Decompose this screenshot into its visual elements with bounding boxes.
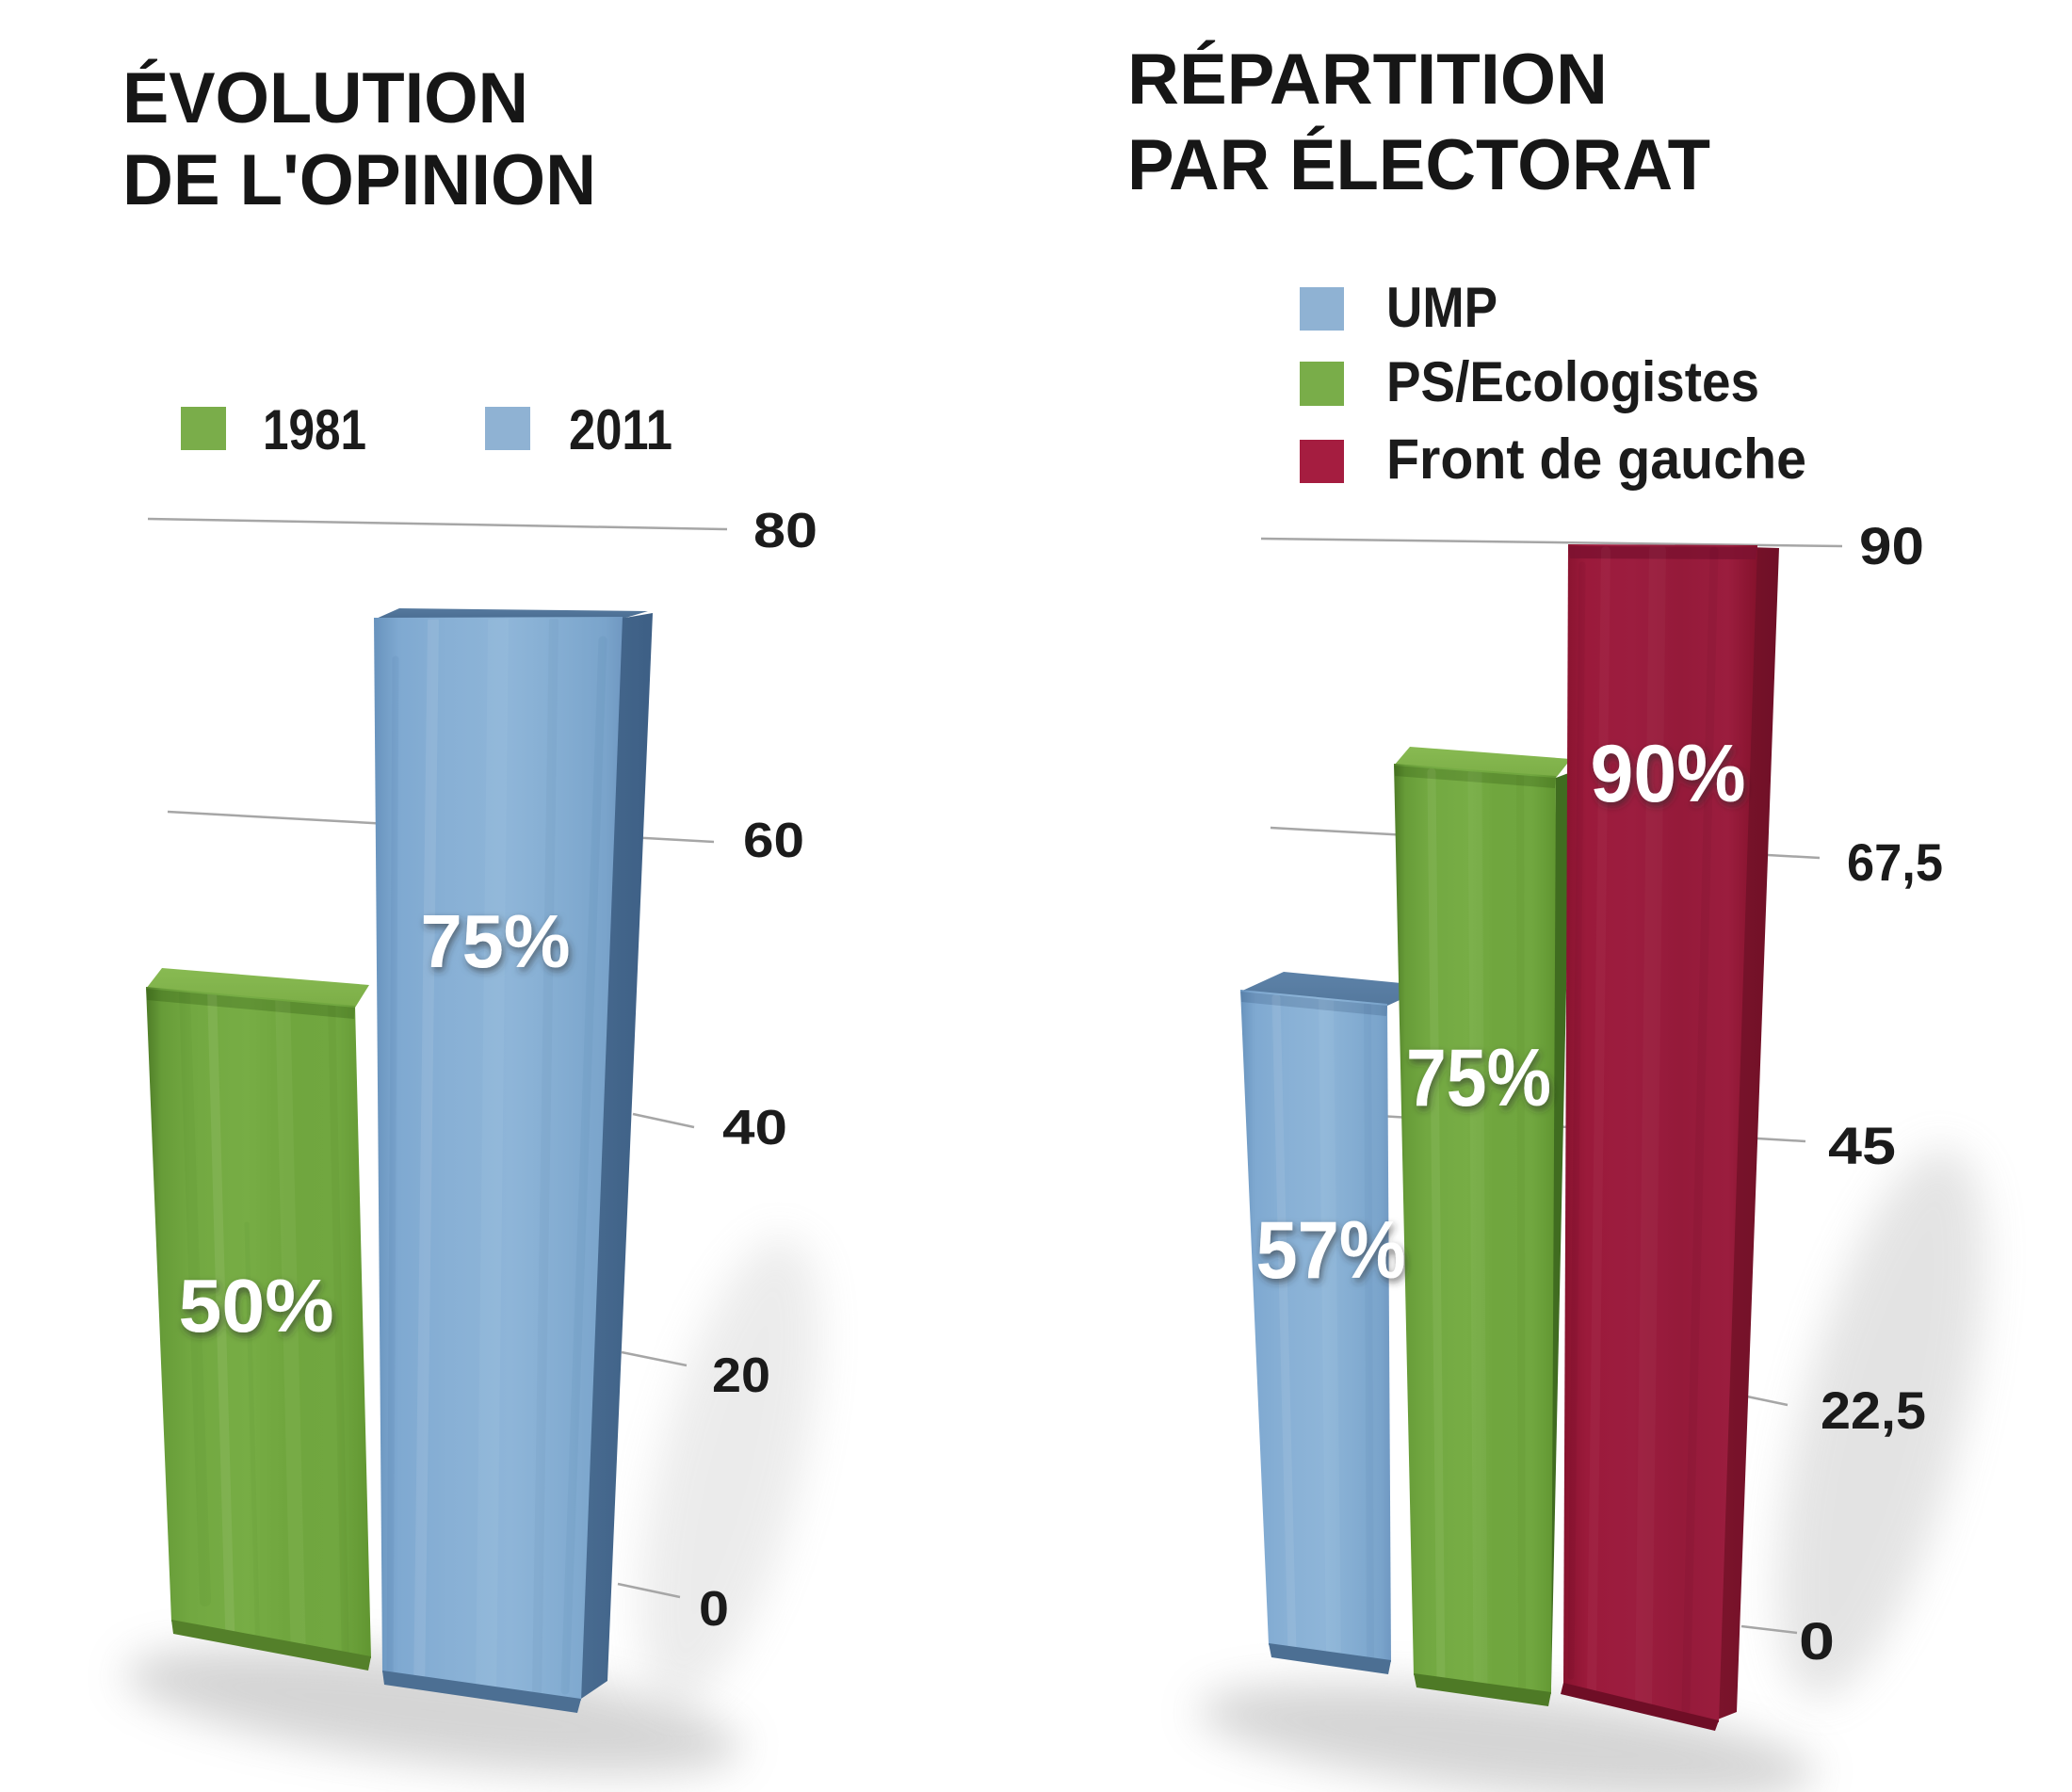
svg-text:67,5: 67,5 [1847,832,1943,892]
svg-text:60: 60 [743,814,804,868]
svg-text:45: 45 [1828,1116,1896,1175]
svg-text:UMP: UMP [1386,276,1497,339]
svg-text:80: 80 [753,504,817,558]
svg-text:PAR ÉLECTORAT: PAR ÉLECTORAT [1127,125,1710,205]
svg-text:0: 0 [699,1582,729,1637]
svg-text:75%: 75% [421,899,571,983]
svg-text:75%: 75% [1406,1033,1551,1123]
svg-text:PS/Ecologistes: PS/Ecologistes [1386,350,1759,413]
svg-text:2011: 2011 [569,398,672,461]
svg-text:50%: 50% [179,1264,334,1348]
svg-text:90%: 90% [1591,729,1746,819]
svg-text:20: 20 [712,1348,770,1403]
svg-text:Front de gauche: Front de gauche [1386,428,1806,491]
svg-text:RÉPARTITION: RÉPARTITION [1127,40,1608,120]
svg-text:DE L'OPINION: DE L'OPINION [122,140,596,220]
svg-text:22,5: 22,5 [1821,1380,1926,1440]
svg-text:1981: 1981 [263,398,366,461]
svg-text:ÉVOLUTION: ÉVOLUTION [122,58,528,138]
svg-text:90: 90 [1859,516,1924,575]
svg-text:57%: 57% [1256,1205,1406,1296]
svg-text:40: 40 [722,1101,787,1155]
svg-text:0: 0 [1799,1611,1835,1671]
